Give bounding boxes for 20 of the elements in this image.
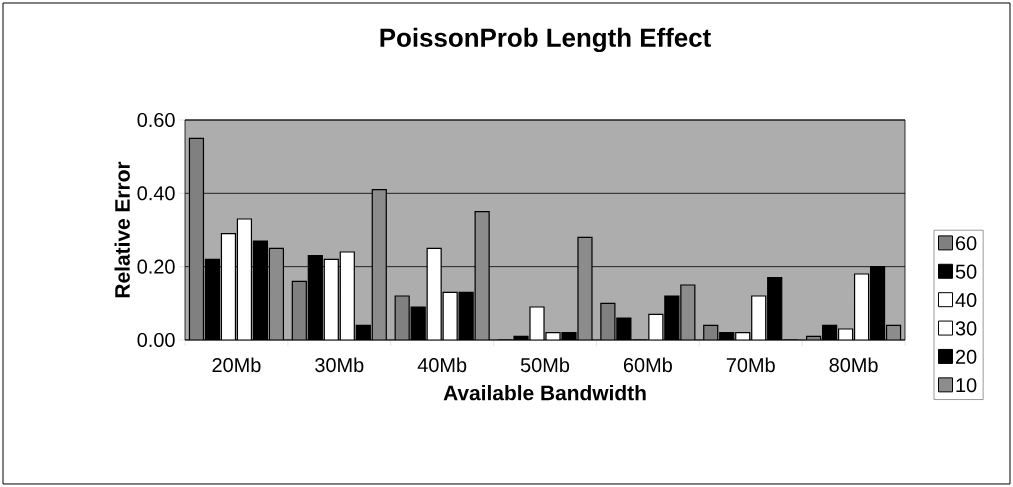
legend-label: 60 xyxy=(956,236,977,251)
y-tick-label: 0.40 xyxy=(137,186,175,201)
chart-title: PoissonProb Length Effect xyxy=(380,27,711,53)
x-tick-label: 30Mb xyxy=(315,357,364,373)
x-tick-label: 20Mb xyxy=(212,357,261,373)
x-tick-label: 70Mb xyxy=(726,357,775,373)
legend-label: 10 xyxy=(956,378,977,393)
legend-label: 50 xyxy=(955,264,977,279)
y-tick-label: 0.60 xyxy=(137,112,175,128)
y-tick-label: 0.20 xyxy=(137,259,175,274)
legend-label: 30 xyxy=(955,321,977,336)
x-tick-label: 80Mb xyxy=(829,357,878,373)
x-tick-label: 40Mb xyxy=(417,357,467,373)
x-tick-label: 50Mb xyxy=(520,357,570,373)
legend-label: 40 xyxy=(955,292,977,308)
x-axis-title: Available Bandwidth xyxy=(443,384,646,401)
x-tick-label: 60Mb xyxy=(623,357,672,373)
y-tick-label: 0.00 xyxy=(137,332,175,348)
legend-label: 20 xyxy=(955,349,977,364)
y-axis-title: Relative Error xyxy=(114,161,130,298)
